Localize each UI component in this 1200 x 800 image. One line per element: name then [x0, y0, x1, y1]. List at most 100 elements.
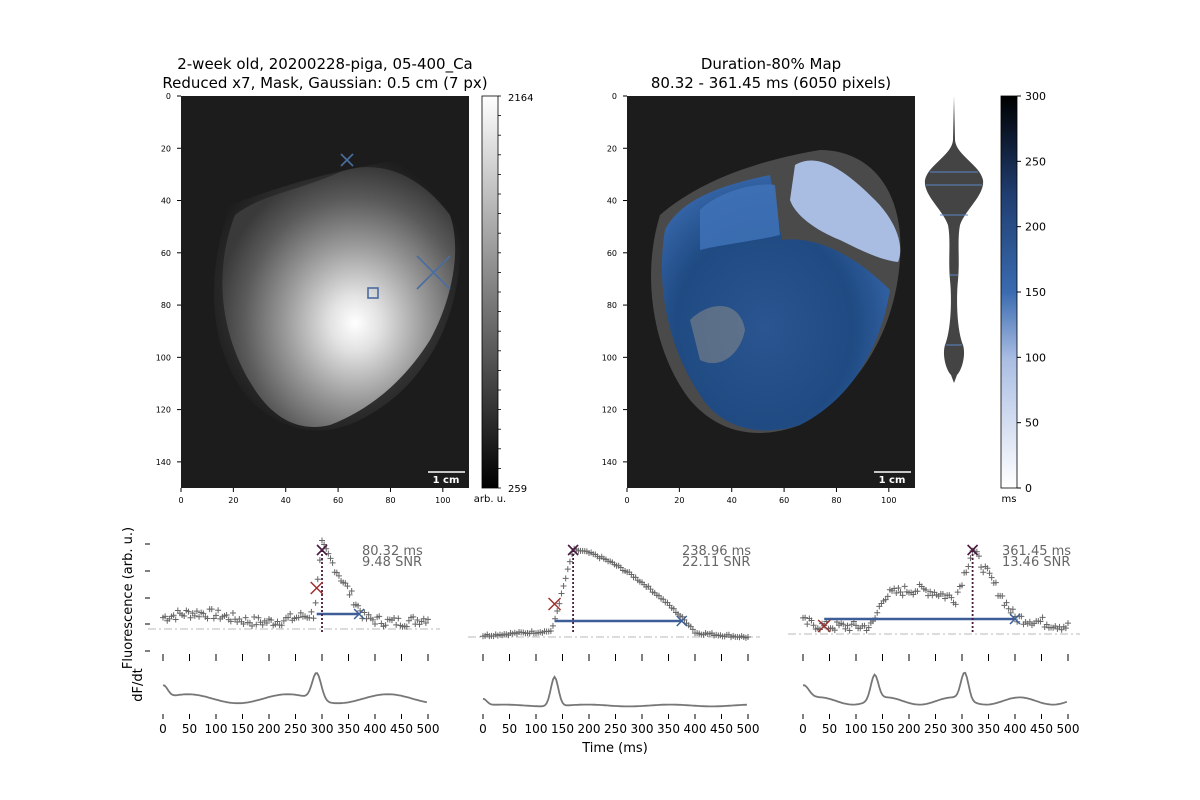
data-point	[278, 622, 285, 629]
data-point	[200, 610, 207, 617]
data-point	[647, 586, 654, 593]
data-point	[297, 609, 304, 616]
data-point	[308, 608, 315, 615]
dfdt-curve	[162, 672, 428, 705]
x-tick-label: 250	[284, 722, 307, 736]
panel-a-colorbar-ticks	[498, 95, 501, 489]
data-point	[420, 615, 427, 622]
panel-a-title-line1: 2-week old, 20200228-piga, 05-400_Ca	[177, 55, 473, 74]
data-point	[549, 622, 556, 629]
data-point	[344, 583, 351, 590]
x-tick-label: 300	[631, 722, 654, 736]
panel-b-colorbar-unit: ms	[1002, 494, 1017, 505]
panel-b-colorbar	[1000, 95, 1018, 489]
data-point	[310, 615, 317, 622]
data-point	[874, 609, 881, 616]
data-point	[249, 622, 256, 629]
data-point	[884, 593, 891, 600]
panel-b-axes: 0 20 40 60 80 100 0 20 40 60 80 100 120 140	[602, 92, 897, 505]
data-point	[986, 570, 993, 577]
data-point	[914, 588, 921, 595]
data-point	[1065, 620, 1071, 627]
data-point	[882, 596, 889, 603]
trace-1-duration: 80.32 ms	[362, 544, 423, 559]
colorbar-b-tick-label: 150	[1025, 286, 1046, 299]
panel-b-scalebar-label: 1 cm	[879, 475, 906, 486]
data-point	[414, 616, 421, 623]
data-point	[172, 616, 179, 623]
data-point	[1003, 599, 1010, 606]
trace-1-snr: 9.48 SNR	[362, 555, 422, 570]
peak-marker	[567, 544, 579, 556]
x-tick-label: 80	[385, 496, 395, 505]
colorbar-b-tick-label: 250	[1025, 155, 1046, 168]
data-point	[897, 589, 904, 596]
x-tick-label: 350	[337, 722, 360, 736]
data-point	[895, 584, 902, 591]
data-point	[285, 614, 292, 621]
data-point	[679, 613, 686, 620]
panel-b-title-line1: Duration-80% Map	[701, 55, 841, 73]
data-point	[274, 618, 281, 625]
data-point	[335, 572, 342, 579]
x-tick-label: 150	[231, 722, 254, 736]
traces-xlabel: Time (ms)	[581, 741, 648, 756]
x-tick-label: 250	[924, 722, 947, 736]
panel-a-colorbar-unit: arb. u.	[474, 494, 506, 505]
x-tick-label: 0	[479, 722, 487, 736]
small-x-marker	[340, 153, 354, 167]
panel-b-title-line2: 80.32 - 361.45 ms (6050 pixels)	[651, 74, 891, 92]
data-point	[988, 574, 995, 581]
panel-a-colorbar-min: 259	[508, 484, 527, 495]
x-tick-label: 0	[799, 722, 807, 736]
x-tick-label: 350	[657, 722, 680, 736]
panel-a-title-line2: Reduced x7, Mask, Gaussian: 0.5 cm (7 px…	[162, 74, 487, 92]
panel-a-colorbar	[481, 95, 499, 489]
x-tick-label: 0	[624, 496, 629, 505]
data-point	[844, 622, 851, 629]
x-tick-label: 50	[502, 722, 517, 736]
data-point	[942, 595, 949, 602]
data-point	[556, 600, 563, 607]
x-tick-label: 40	[727, 496, 737, 505]
x-tick-label: 20	[674, 496, 684, 505]
y-tick-label: 60	[161, 249, 171, 258]
peak-marker	[967, 544, 979, 556]
data-point	[162, 613, 169, 620]
trace-2-duration: 238.96 ms	[682, 544, 751, 559]
data-point	[899, 592, 906, 599]
panel-b: Duration-80% Map 80.32 - 361.45 ms (6050…	[602, 55, 1046, 505]
panel-b-left-blue	[700, 184, 780, 250]
y-tick-label: 100	[156, 353, 171, 362]
panel-a-markers	[340, 153, 451, 299]
data-point	[846, 627, 853, 634]
data-point	[992, 579, 999, 586]
data-point	[566, 558, 573, 565]
data-point	[181, 613, 188, 620]
data-point	[213, 612, 219, 619]
x-tick-label: 100	[525, 722, 548, 736]
data-point	[922, 586, 929, 593]
trace-annotations: 80.32 ms 9.48 SNR 238.96 ms 22.11 SNR 36…	[362, 544, 1071, 570]
data-point	[558, 590, 565, 597]
data-point	[253, 621, 260, 628]
x-tick-label: 450	[1030, 722, 1053, 736]
data-point	[191, 612, 198, 619]
x-tick-label: 400	[1004, 722, 1027, 736]
x-tick-label: 500	[1057, 722, 1080, 736]
data-point	[363, 615, 370, 622]
data-point	[204, 615, 211, 622]
panel-b-gray-patch	[690, 306, 745, 364]
data-point	[952, 601, 959, 608]
data-point	[564, 566, 571, 573]
panel-a-heart	[222, 167, 456, 427]
data-point	[287, 610, 294, 617]
square-marker	[367, 287, 379, 299]
data-point	[1043, 621, 1050, 628]
colorbar-b-tick-label: 200	[1025, 221, 1046, 234]
x-tick-label: 0	[159, 722, 167, 736]
data-point	[425, 616, 431, 623]
data-point	[348, 587, 355, 594]
x-tick-label: 200	[578, 722, 601, 736]
